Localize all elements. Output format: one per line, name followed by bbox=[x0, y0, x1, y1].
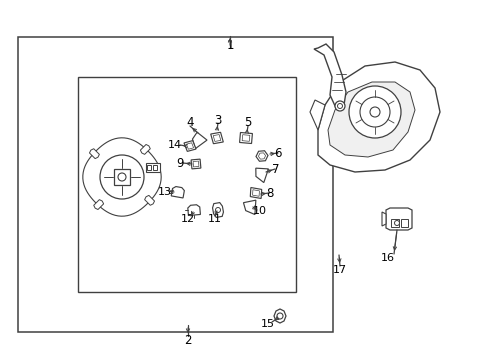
Bar bbox=[147, 165, 151, 170]
Text: 8: 8 bbox=[266, 186, 273, 199]
Bar bbox=[146, 163, 160, 172]
Polygon shape bbox=[144, 195, 154, 205]
Bar bbox=[78, 77, 295, 292]
Polygon shape bbox=[193, 161, 199, 167]
Circle shape bbox=[394, 220, 399, 225]
Bar bbox=[400, 219, 407, 227]
Polygon shape bbox=[140, 144, 150, 154]
Polygon shape bbox=[243, 200, 255, 215]
Polygon shape bbox=[313, 44, 346, 108]
Text: 17: 17 bbox=[332, 265, 346, 275]
Text: 15: 15 bbox=[261, 319, 274, 329]
Circle shape bbox=[100, 155, 143, 199]
Circle shape bbox=[276, 313, 283, 319]
Polygon shape bbox=[210, 132, 223, 144]
Bar bbox=[153, 165, 157, 170]
Polygon shape bbox=[89, 149, 99, 159]
Text: 7: 7 bbox=[272, 162, 279, 176]
Polygon shape bbox=[256, 151, 267, 161]
Circle shape bbox=[118, 173, 126, 181]
Polygon shape bbox=[82, 138, 161, 216]
Text: 16: 16 bbox=[380, 253, 394, 263]
Text: 5: 5 bbox=[244, 116, 251, 129]
Bar bbox=[390, 219, 398, 227]
Text: 1: 1 bbox=[226, 39, 233, 51]
Circle shape bbox=[215, 207, 220, 212]
Polygon shape bbox=[255, 168, 268, 183]
Polygon shape bbox=[381, 212, 385, 226]
Text: 14: 14 bbox=[167, 140, 182, 150]
Polygon shape bbox=[191, 159, 201, 169]
Text: 2: 2 bbox=[184, 333, 191, 346]
Text: 6: 6 bbox=[274, 147, 281, 159]
Text: 13: 13 bbox=[158, 187, 172, 197]
Polygon shape bbox=[309, 100, 325, 130]
Polygon shape bbox=[94, 200, 103, 210]
Polygon shape bbox=[239, 132, 252, 144]
Polygon shape bbox=[273, 309, 285, 323]
Text: 9: 9 bbox=[176, 157, 183, 170]
Circle shape bbox=[369, 107, 379, 117]
Polygon shape bbox=[327, 82, 414, 157]
Text: 4: 4 bbox=[186, 116, 193, 129]
Polygon shape bbox=[242, 135, 249, 141]
Polygon shape bbox=[183, 141, 196, 152]
Bar bbox=[18, 37, 332, 332]
Text: 3: 3 bbox=[214, 113, 221, 126]
Polygon shape bbox=[212, 203, 223, 217]
Polygon shape bbox=[192, 132, 206, 149]
Text: 12: 12 bbox=[181, 214, 195, 224]
Text: 11: 11 bbox=[207, 214, 222, 224]
Circle shape bbox=[334, 101, 345, 111]
Polygon shape bbox=[114, 169, 130, 185]
Polygon shape bbox=[187, 205, 200, 216]
Polygon shape bbox=[213, 135, 220, 141]
Polygon shape bbox=[171, 186, 184, 198]
Polygon shape bbox=[317, 62, 439, 172]
Polygon shape bbox=[258, 153, 265, 159]
Polygon shape bbox=[252, 190, 259, 196]
Circle shape bbox=[359, 97, 389, 127]
Polygon shape bbox=[186, 143, 193, 149]
Text: 10: 10 bbox=[252, 206, 266, 216]
Polygon shape bbox=[385, 208, 411, 230]
Polygon shape bbox=[250, 188, 261, 198]
Circle shape bbox=[337, 104, 342, 108]
Circle shape bbox=[348, 86, 400, 138]
